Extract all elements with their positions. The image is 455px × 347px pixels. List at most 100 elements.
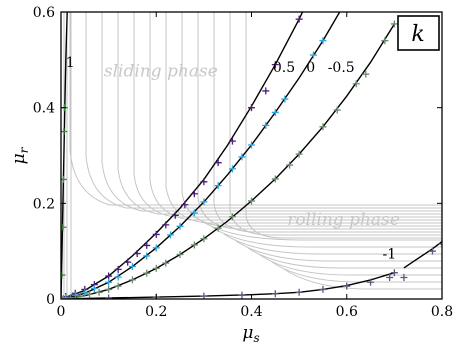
marker-point	[319, 123, 327, 131]
marker-point	[143, 269, 151, 277]
marker-point	[81, 289, 89, 297]
marker-point	[176, 222, 184, 230]
marker-point	[309, 51, 317, 59]
marker-point	[124, 258, 132, 266]
marker-point	[228, 137, 236, 145]
marker-point	[390, 20, 398, 28]
y-tick-label: 0	[46, 292, 55, 308]
axis-ticks: 0 0.2 0.4 0.6 0.8 0 0.2 0.4 0.6	[33, 5, 453, 320]
marker-point	[114, 282, 122, 290]
marker-point	[128, 262, 136, 270]
marker-point	[143, 252, 151, 260]
marker-point	[286, 161, 294, 169]
contour-line	[133, 12, 442, 218]
contour-line	[101, 12, 442, 212]
marker-point	[190, 190, 198, 198]
phase-annotation: rolling phase	[287, 210, 400, 230]
marker-point	[61, 271, 66, 279]
x-tick-label: 0.2	[145, 304, 167, 320]
marker-point	[390, 269, 398, 277]
marker-point	[190, 209, 198, 217]
phase-annotation: sliding phase	[104, 62, 218, 82]
marker-point	[352, 80, 360, 88]
marker-point	[319, 37, 327, 45]
marker-point	[400, 273, 408, 281]
contour-line	[259, 254, 442, 276]
marker-point	[248, 141, 255, 149]
marker-point	[133, 250, 141, 258]
marker-point	[162, 221, 170, 229]
marker-point	[262, 87, 270, 95]
marker-point	[214, 224, 222, 232]
marker-point	[333, 106, 341, 114]
marker-point	[167, 231, 175, 239]
marker-point	[176, 251, 184, 259]
contour-line	[149, 12, 442, 221]
marker-point	[281, 95, 289, 103]
marker-point	[171, 211, 179, 219]
y-axis-label: μr	[9, 146, 31, 164]
curve-labels: 1 0.5 0 -0.5 -1	[66, 55, 396, 262]
contour-line	[271, 261, 442, 283]
marker-point	[152, 244, 160, 252]
marker-point	[162, 259, 170, 267]
marker-point	[228, 165, 236, 173]
marker-point	[67, 294, 75, 299]
marker-point	[200, 178, 208, 186]
marker-point	[95, 288, 103, 296]
curve-label: 0.5	[273, 60, 295, 76]
contour-line	[245, 12, 442, 239]
marker-point	[200, 235, 208, 243]
curve-label: -0.5	[328, 60, 355, 76]
marker-point	[271, 108, 279, 116]
marker-point	[200, 198, 208, 206]
marker-point	[114, 273, 122, 281]
marker-point	[295, 150, 303, 158]
marker-point	[438, 240, 442, 248]
x-tick-label: 0	[57, 304, 66, 320]
marker-point	[271, 290, 279, 298]
contour-line	[235, 240, 442, 262]
marker-point	[105, 285, 113, 293]
y-tick-label: 0.2	[33, 196, 55, 212]
contour-line	[69, 12, 442, 206]
marker-point	[238, 153, 246, 161]
marker-point	[262, 121, 270, 129]
marker-point	[238, 291, 246, 299]
marker-point	[295, 15, 303, 23]
marker-point	[248, 104, 255, 112]
marker-point	[386, 273, 394, 281]
contour-line	[117, 12, 442, 215]
marker-point	[128, 276, 136, 284]
marker-point	[295, 288, 303, 296]
marker-point	[152, 264, 160, 272]
marker-point	[214, 182, 222, 190]
marker-point	[271, 175, 279, 183]
curve-0	[61, 12, 68, 299]
marker-point	[428, 247, 436, 255]
phase-annotations: sliding phase rolling phase	[104, 62, 400, 230]
marker-point	[214, 159, 222, 167]
contour-line	[197, 12, 442, 230]
contour-line	[229, 12, 442, 236]
contour-line	[283, 268, 442, 290]
marker-point	[61, 223, 67, 231]
curve-1	[61, 12, 304, 299]
contour-line	[211, 226, 442, 248]
panel-label: k	[411, 22, 424, 47]
marker-point	[105, 294, 113, 299]
y-tick-label: 0.4	[33, 101, 55, 117]
panel-label-box: k	[397, 15, 440, 51]
marker-point	[190, 241, 198, 249]
curve-label: 0	[306, 60, 315, 76]
curve-label: -1	[383, 246, 397, 262]
x-axis-label: μs	[242, 323, 259, 345]
marker-point	[105, 278, 113, 286]
marker-point	[381, 37, 389, 45]
marker-point	[271, 61, 279, 69]
contour-line	[223, 233, 442, 255]
marker-point	[114, 265, 122, 273]
marker-point	[86, 290, 94, 298]
x-tick-label: 0.4	[240, 304, 262, 320]
